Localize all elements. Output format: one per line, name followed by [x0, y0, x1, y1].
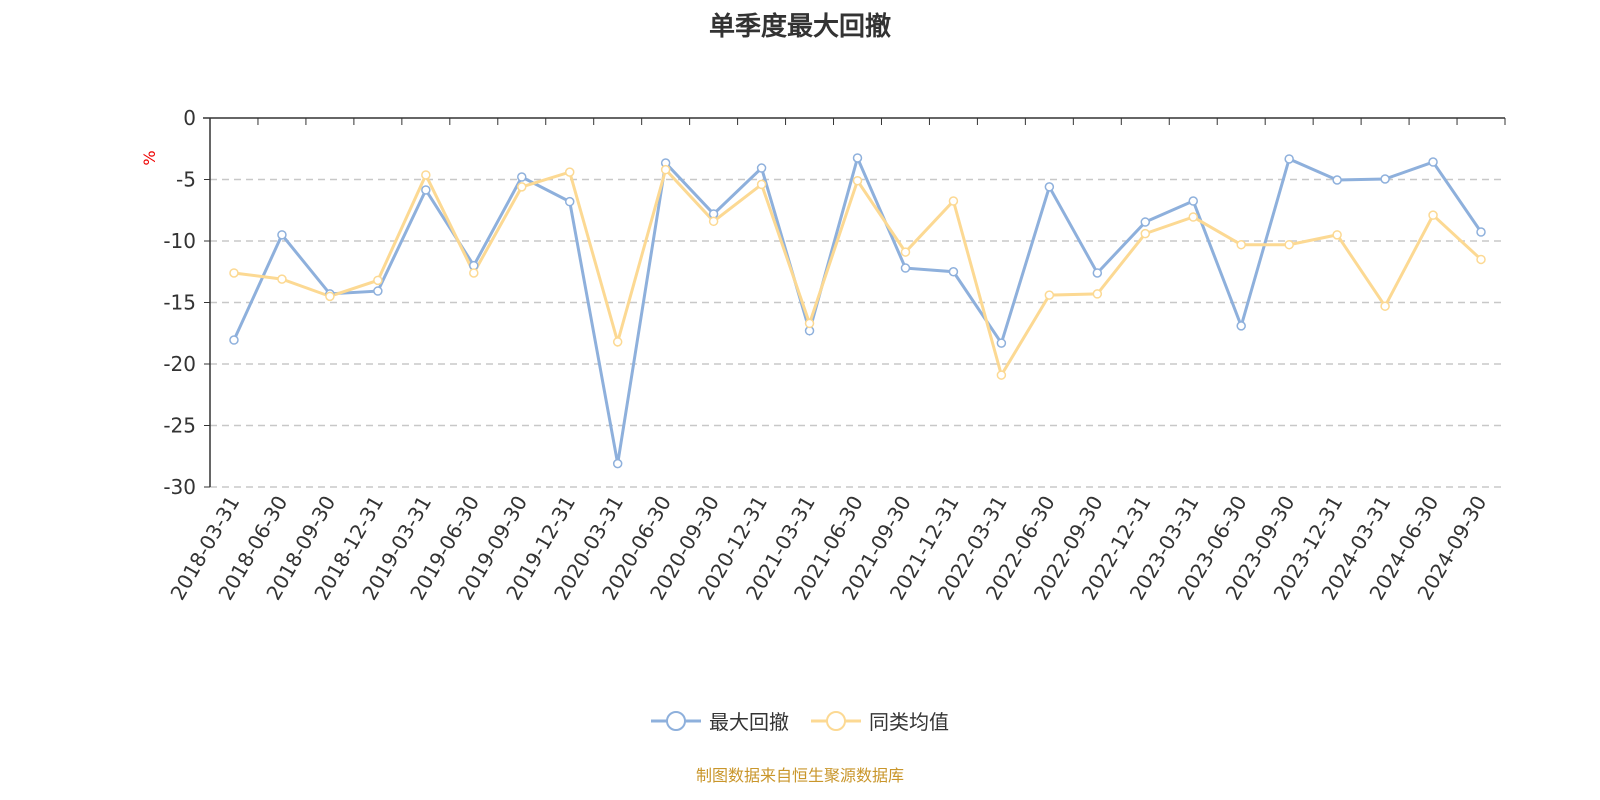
data-point	[804, 318, 815, 329]
legend-item[interactable]: 同类均值	[811, 706, 949, 735]
data-point	[1332, 230, 1342, 240]
chart-title: 单季度最大回撤	[708, 12, 891, 42]
data-point	[1476, 254, 1486, 265]
data-point	[1428, 157, 1438, 167]
data-point	[996, 370, 1007, 380]
data-point	[517, 182, 527, 192]
data-point	[373, 275, 383, 286]
y-tick-label: -25	[163, 414, 196, 438]
data-point	[421, 170, 431, 180]
data-point	[900, 247, 911, 257]
data-point	[1236, 239, 1246, 250]
data-point	[948, 196, 959, 206]
data-point	[852, 175, 863, 186]
legend-label: 最大回撤	[709, 710, 789, 734]
legend-line-circle-icon	[811, 710, 861, 731]
data-point	[1092, 268, 1103, 278]
data-point	[1284, 154, 1294, 164]
y-tick-label: -15	[163, 291, 196, 315]
legend-item[interactable]: 最大回撤	[651, 706, 789, 735]
data-point	[1188, 212, 1198, 222]
data-point	[756, 163, 767, 173]
data-point	[277, 274, 287, 284]
data-point	[1140, 228, 1151, 239]
data-point	[564, 196, 575, 207]
data-point	[277, 230, 287, 240]
data-point	[1380, 301, 1390, 311]
data-point	[1428, 210, 1438, 220]
data-point	[1476, 227, 1486, 237]
data-point	[612, 337, 623, 347]
data-point	[325, 291, 335, 302]
data-point	[1284, 239, 1294, 250]
data-point	[229, 335, 239, 345]
data-point	[229, 268, 239, 278]
data-point	[1380, 174, 1390, 184]
y-tick-label: 0	[183, 106, 196, 130]
y-tick-label: -30	[163, 475, 196, 499]
y-tick-label: -10	[163, 229, 196, 253]
data-point	[1140, 217, 1151, 227]
data-point	[852, 153, 863, 163]
data-point	[708, 216, 719, 227]
data-point	[948, 267, 959, 277]
y-tick-label: -20	[163, 352, 196, 376]
data-point	[612, 458, 623, 469]
data-point	[1044, 290, 1055, 300]
data-point	[421, 185, 431, 195]
data-point	[900, 263, 911, 273]
y-axis-label: %	[140, 150, 159, 165]
data-point	[517, 172, 527, 182]
data-point	[469, 268, 479, 278]
data-point	[1332, 175, 1342, 185]
line-chart: 0-5-10-15-20-25-30%2018-03-312018-06-302…	[140, 106, 1506, 604]
data-point	[564, 167, 575, 177]
data-point	[1092, 289, 1103, 299]
legend-label: 同类均值	[869, 710, 949, 734]
series-line-1	[232, 153, 1483, 464]
data-point	[756, 179, 767, 190]
data-point	[1188, 196, 1198, 206]
data-point	[660, 164, 671, 175]
legend: 最大回撤 同类均值	[0, 706, 1600, 735]
data-point	[996, 338, 1007, 348]
data-point	[1044, 182, 1055, 192]
legend-line-circle-icon	[651, 710, 701, 731]
data-point	[373, 286, 383, 296]
data-point	[1236, 321, 1246, 331]
source-footer: 制图数据来自恒生聚源数据库	[695, 766, 904, 785]
y-tick-label: -5	[176, 168, 196, 192]
